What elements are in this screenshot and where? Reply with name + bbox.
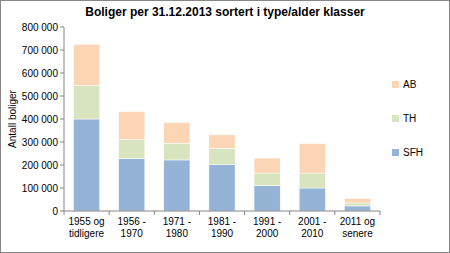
x-tick: [334, 211, 335, 215]
x-tick-label: 1971 -1980: [163, 216, 191, 239]
y-tick: [60, 73, 64, 74]
label-line: 1956 -: [118, 216, 146, 227]
bar-segment: [209, 135, 235, 148]
label-line: tidligere: [69, 228, 104, 239]
label-line: 2000: [256, 228, 279, 239]
y-tick: [60, 96, 64, 97]
y-tick: [60, 165, 64, 166]
x-tick: [380, 211, 381, 215]
bar-segment: [73, 119, 99, 211]
label-line: 1971 -: [163, 216, 191, 227]
label-line: 1970: [121, 228, 144, 239]
y-tick: [60, 211, 64, 212]
bar-segment: [73, 86, 99, 119]
y-tick-label: 200 000: [22, 160, 59, 171]
x-tick: [154, 211, 155, 215]
bar-segment: [299, 188, 325, 211]
y-tick-label: 400 000: [22, 114, 59, 125]
y-tick-label: 300 000: [22, 137, 59, 148]
bar-segment: [344, 206, 370, 211]
y-tick: [60, 50, 64, 51]
bar-segment: [254, 158, 280, 173]
x-tick: [199, 211, 200, 215]
x-axis: [64, 211, 380, 212]
label-line: 1955 og: [68, 216, 104, 227]
bar-segment: [209, 164, 235, 211]
bar-segment: [254, 173, 280, 186]
label-line: 1991 -: [253, 216, 281, 227]
x-tick-label: 1956 -1970: [118, 216, 146, 239]
legend-label: AB: [403, 79, 417, 90]
legend-swatch: [392, 115, 399, 122]
y-tick-label: 0: [52, 206, 58, 217]
chart: Boliger per 31.12.2013 sortert i type/al…: [0, 0, 450, 253]
legend-swatch: [392, 81, 399, 88]
legend-label: TH: [403, 113, 416, 124]
y-tick: [60, 188, 64, 189]
y-tick: [60, 142, 64, 143]
bar-segment: [164, 143, 190, 160]
y-tick-label: 500 000: [22, 91, 59, 102]
label-line: 1990: [211, 228, 234, 239]
bar-segment: [119, 140, 145, 159]
bar-segment: [344, 198, 370, 203]
y-tick-label: 700 000: [22, 45, 59, 56]
bar-segment: [209, 148, 235, 164]
bar-segment: [299, 173, 325, 188]
y-tick-label: 600 000: [22, 68, 59, 79]
x-tick: [289, 211, 290, 215]
x-tick-label: 2001 -2010: [298, 216, 326, 239]
bar-segment: [164, 160, 190, 211]
x-tick: [64, 211, 65, 215]
label-line: 2001 -: [298, 216, 326, 227]
title: Boliger per 31.12.2013 sortert i type/al…: [85, 5, 365, 19]
bar-segment: [119, 112, 145, 140]
bar-segment: [73, 44, 99, 85]
bars: [73, 44, 370, 211]
x-tick: [244, 211, 245, 215]
bar-segment: [344, 203, 370, 206]
x-tick-label: 1981 -1990: [208, 216, 236, 239]
x-tick: [109, 211, 110, 215]
y-tick-label: 800 000: [22, 22, 59, 33]
y-tick: [60, 119, 64, 120]
bar-segment: [254, 186, 280, 211]
label-line: 2011 og: [340, 216, 375, 227]
x-tick-label: 1955 ogtidligere: [68, 216, 104, 239]
y-tick: [60, 27, 64, 28]
label-line: 1980: [166, 228, 189, 239]
legend-label: SFH: [403, 147, 423, 158]
label-line: 2010: [301, 228, 324, 239]
x-tick-label: 2011 ogsenere: [340, 216, 375, 239]
chart-border: [1, 1, 450, 253]
bar-segment: [299, 144, 325, 173]
label-line: senere: [342, 228, 373, 239]
y-axis-label: Antall boliger: [7, 89, 18, 147]
bar-segment: [164, 123, 190, 144]
legend-swatch: [392, 149, 399, 156]
label-line: 1981 -: [208, 216, 236, 227]
y-axis: [64, 27, 65, 211]
y-tick-label: 100 000: [22, 183, 59, 194]
x-tick-label: 1991 -2000: [253, 216, 281, 239]
bar-segment: [119, 159, 145, 211]
